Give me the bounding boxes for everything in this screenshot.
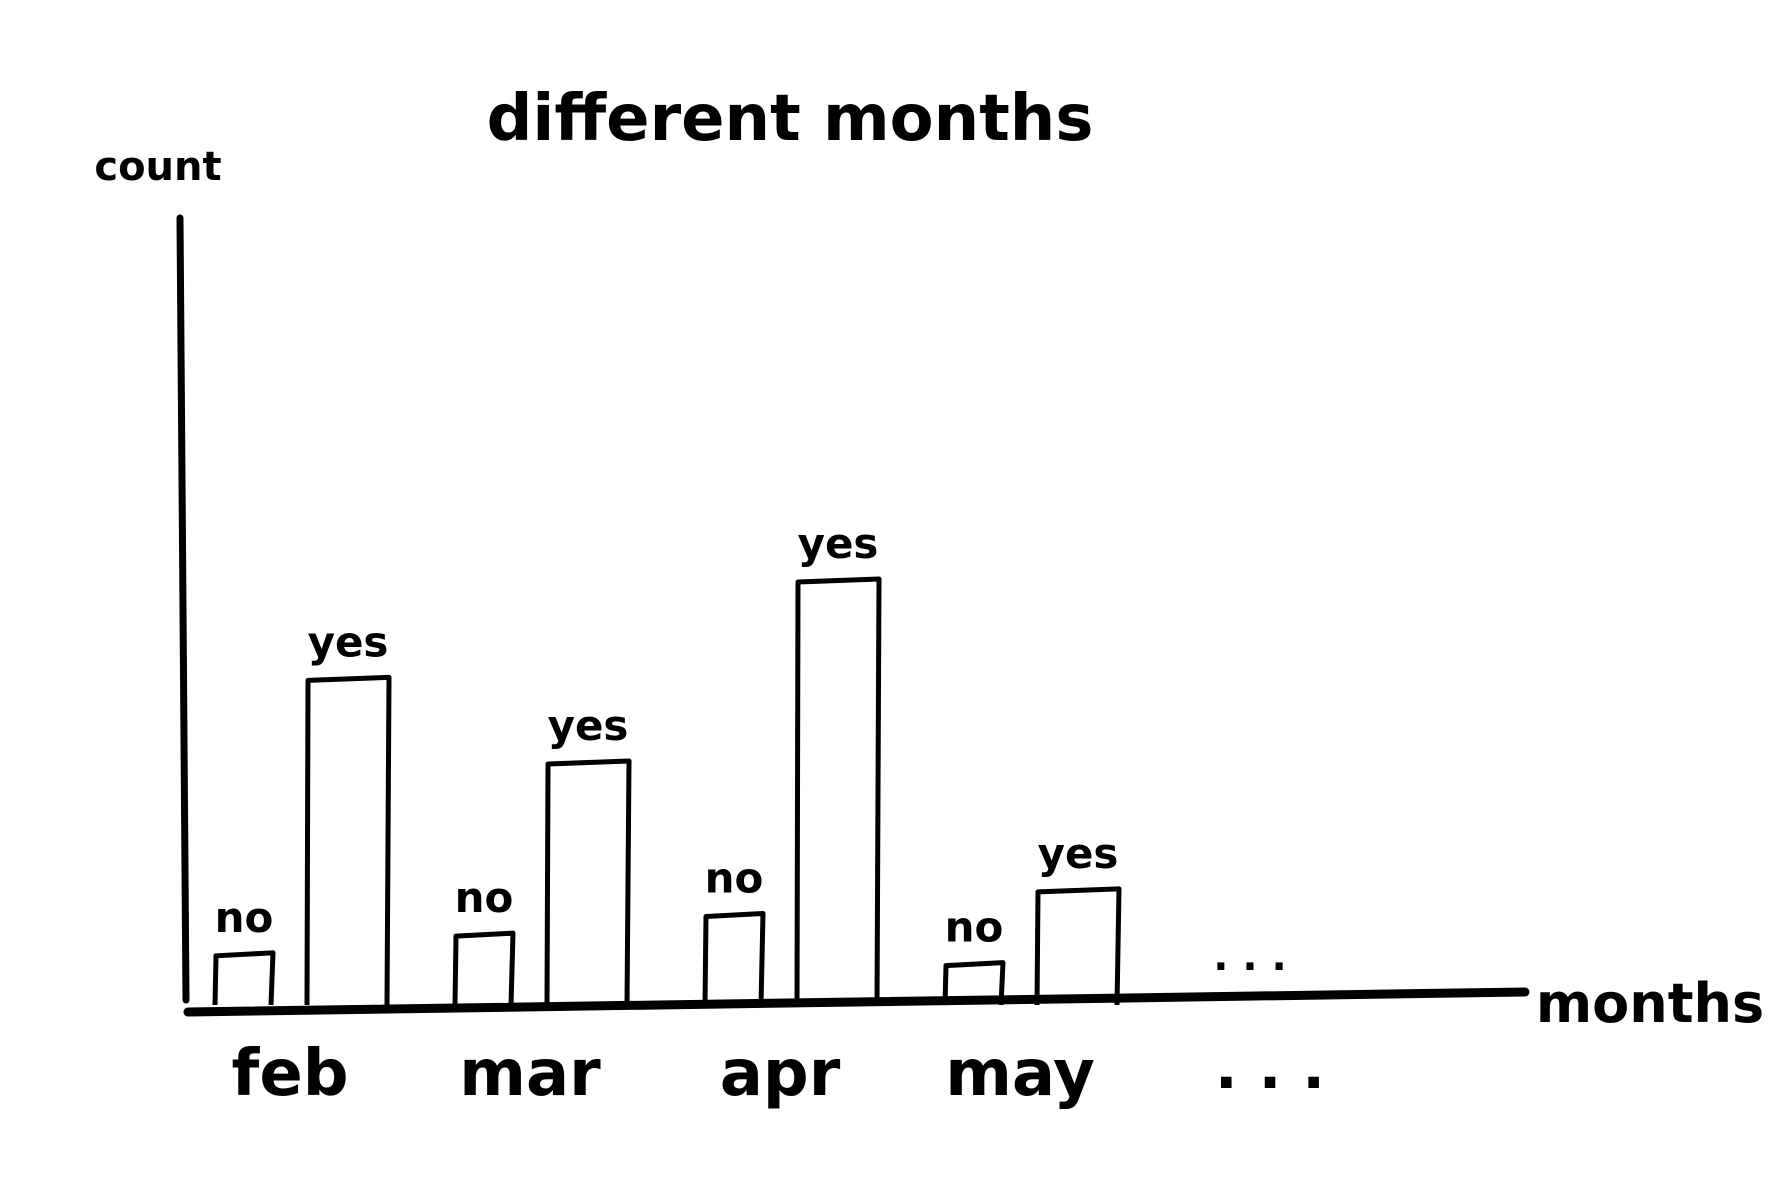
bar-label-may-no: no (945, 903, 1004, 952)
category-label-apr: apr (720, 1037, 841, 1111)
bar-label-feb-no: no (215, 893, 274, 942)
category-ellipsis: . . . (1215, 1033, 1325, 1103)
bar-label-may-yes: yes (1038, 829, 1119, 878)
bar-label-mar-no: no (455, 873, 514, 922)
bar-feb-no (212, 950, 276, 1006)
bar-label-mar-yes: yes (548, 701, 629, 750)
bar-mar-yes (544, 758, 632, 1006)
bar-apr-yes (794, 576, 882, 1006)
bar-may-yes (1034, 886, 1122, 1006)
chart-title: different months (487, 82, 1094, 156)
bar-mar-no (452, 930, 516, 1006)
bar-feb-yes (304, 674, 392, 1006)
bar-label-feb-yes: yes (308, 617, 389, 666)
y-axis-label: count (94, 144, 221, 190)
bar-apr-no (702, 910, 766, 1006)
bar-label-apr-no: no (705, 853, 764, 902)
x-axis-line (183, 987, 1530, 1017)
category-label-feb: feb (231, 1037, 348, 1111)
x-axis-label: months (1536, 972, 1764, 1035)
category-label-mar: mar (459, 1037, 601, 1111)
axis-ellipsis: . . . (1213, 934, 1286, 980)
bar-label-apr-yes: yes (798, 519, 879, 568)
category-label-may: may (945, 1037, 1095, 1111)
y-axis-line (176, 214, 190, 1004)
bar-may-no (942, 960, 1006, 1006)
